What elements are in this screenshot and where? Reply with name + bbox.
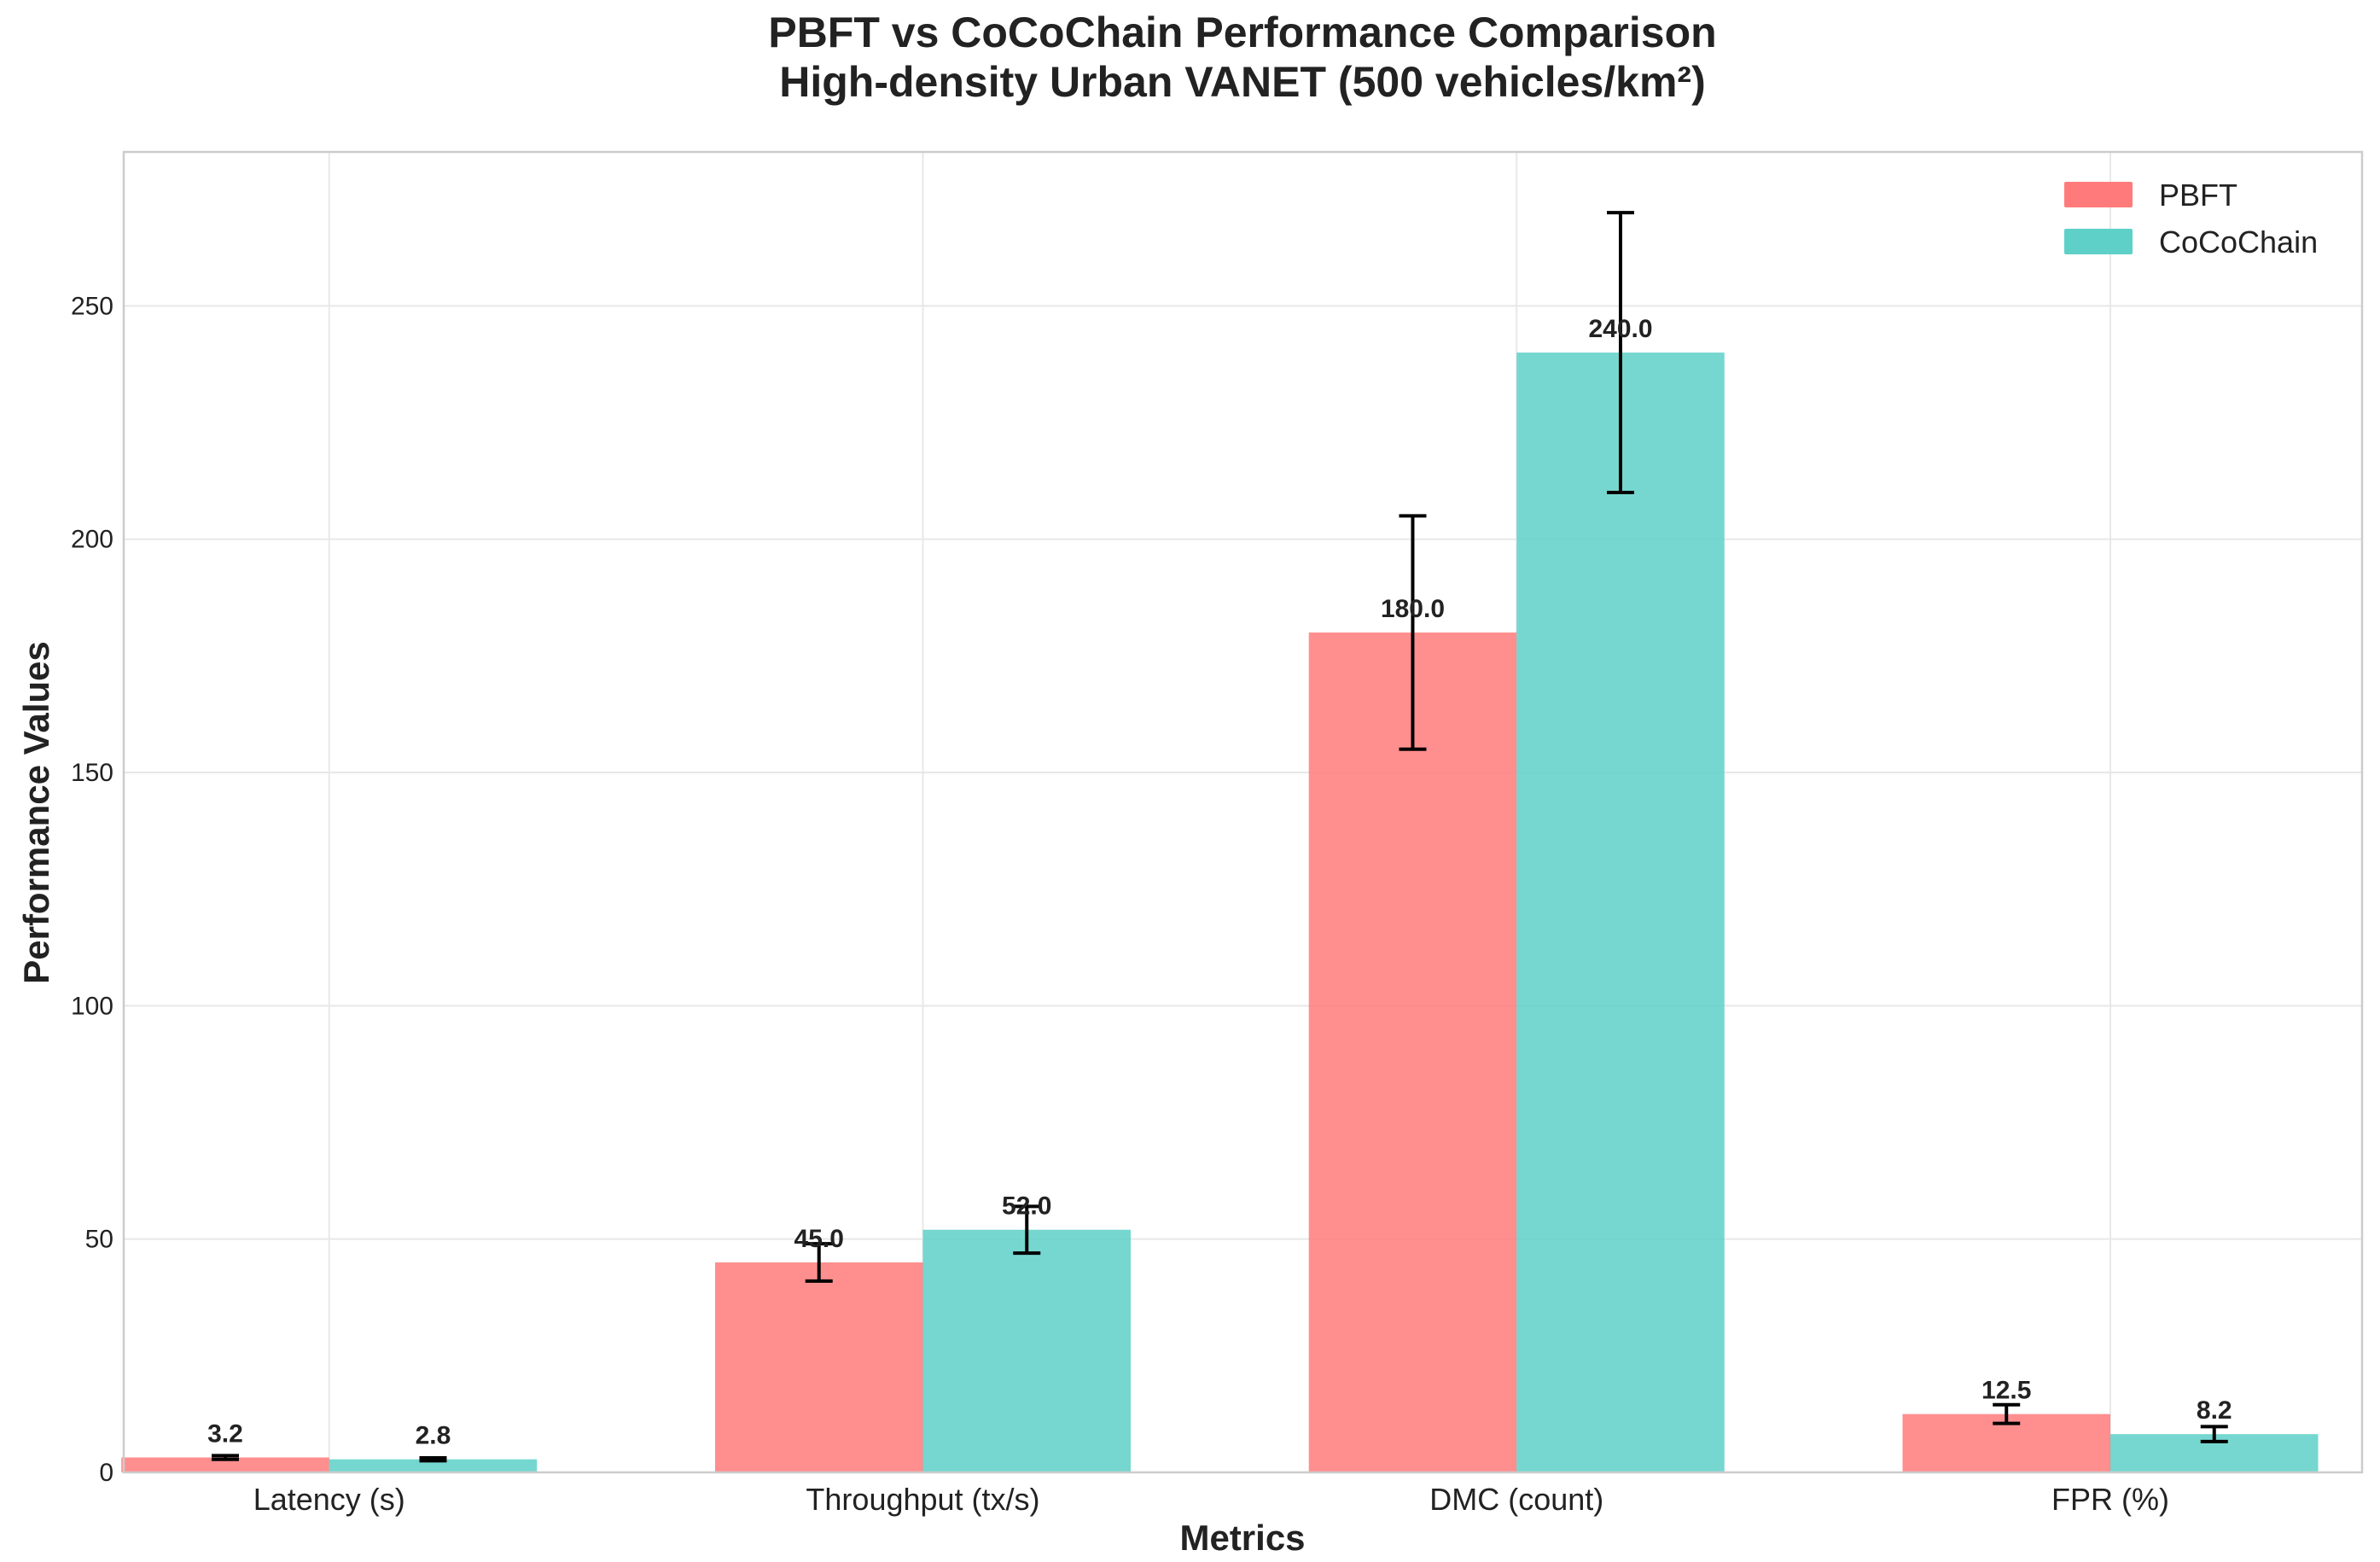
y-axis-ticks: 0 50 100 150 200 250 bbox=[71, 292, 113, 1487]
x-tick-label: FPR (%) bbox=[2051, 1482, 2169, 1517]
value-label: 180.0 bbox=[1381, 595, 1445, 623]
value-label: 3.2 bbox=[207, 1420, 243, 1448]
value-label: 2.8 bbox=[416, 1422, 451, 1450]
value-label: 12.5 bbox=[1981, 1377, 2031, 1405]
y-tick-label: 100 bbox=[71, 992, 113, 1020]
y-tick-label: 150 bbox=[71, 759, 113, 787]
bar-pbft bbox=[121, 1457, 329, 1472]
x-tick-label: DMC (count) bbox=[1429, 1482, 1603, 1517]
legend-label-pbft: PBFT bbox=[2159, 178, 2237, 213]
y-axis-label: Performance Values bbox=[16, 641, 56, 984]
value-label: 52.0 bbox=[1002, 1192, 1051, 1221]
bar-cocochain bbox=[1516, 353, 1725, 1473]
chart-title: PBFT vs CoCoChain Performance Comparison bbox=[768, 9, 1716, 56]
legend-label-cocochain: CoCoChain bbox=[2159, 224, 2318, 259]
x-axis-ticks: Latency (s) Throughput (tx/s) DMC (count) F… bbox=[253, 1482, 2169, 1517]
bar-cocochain bbox=[922, 1229, 1132, 1472]
bars bbox=[121, 353, 2319, 1473]
bar-cocochain bbox=[329, 1459, 538, 1472]
y-tick-label: 50 bbox=[85, 1226, 113, 1254]
legend-swatch-cocochain bbox=[2064, 229, 2133, 254]
value-labels: 3.2 45.0 180.0 12.5 2.8 52.0 240.0 8.2 bbox=[207, 315, 2232, 1450]
bar-pbft bbox=[1308, 632, 1517, 1472]
y-tick-label: 250 bbox=[71, 292, 113, 320]
y-tick-label: 0 bbox=[99, 1459, 113, 1487]
legend-swatch-pbft bbox=[2064, 182, 2133, 207]
grid-lines bbox=[124, 152, 2362, 1473]
x-tick-label: Latency (s) bbox=[253, 1482, 405, 1517]
y-tick-label: 200 bbox=[71, 526, 113, 554]
legend: PBFT CoCoChain bbox=[2064, 178, 2318, 259]
x-tick-label: Throughput (tx/s) bbox=[806, 1482, 1039, 1517]
value-label: 45.0 bbox=[794, 1225, 844, 1253]
plot-frame bbox=[122, 150, 2364, 1474]
value-label: 240.0 bbox=[1588, 315, 1652, 343]
chart-subtitle: High-density Urban VANET (500 vehicles/k… bbox=[779, 58, 1705, 106]
error-bars bbox=[211, 211, 2228, 1463]
bar-pbft bbox=[714, 1262, 923, 1472]
x-axis-label: Metrics bbox=[1179, 1518, 1305, 1558]
value-label: 8.2 bbox=[2197, 1396, 2232, 1425]
